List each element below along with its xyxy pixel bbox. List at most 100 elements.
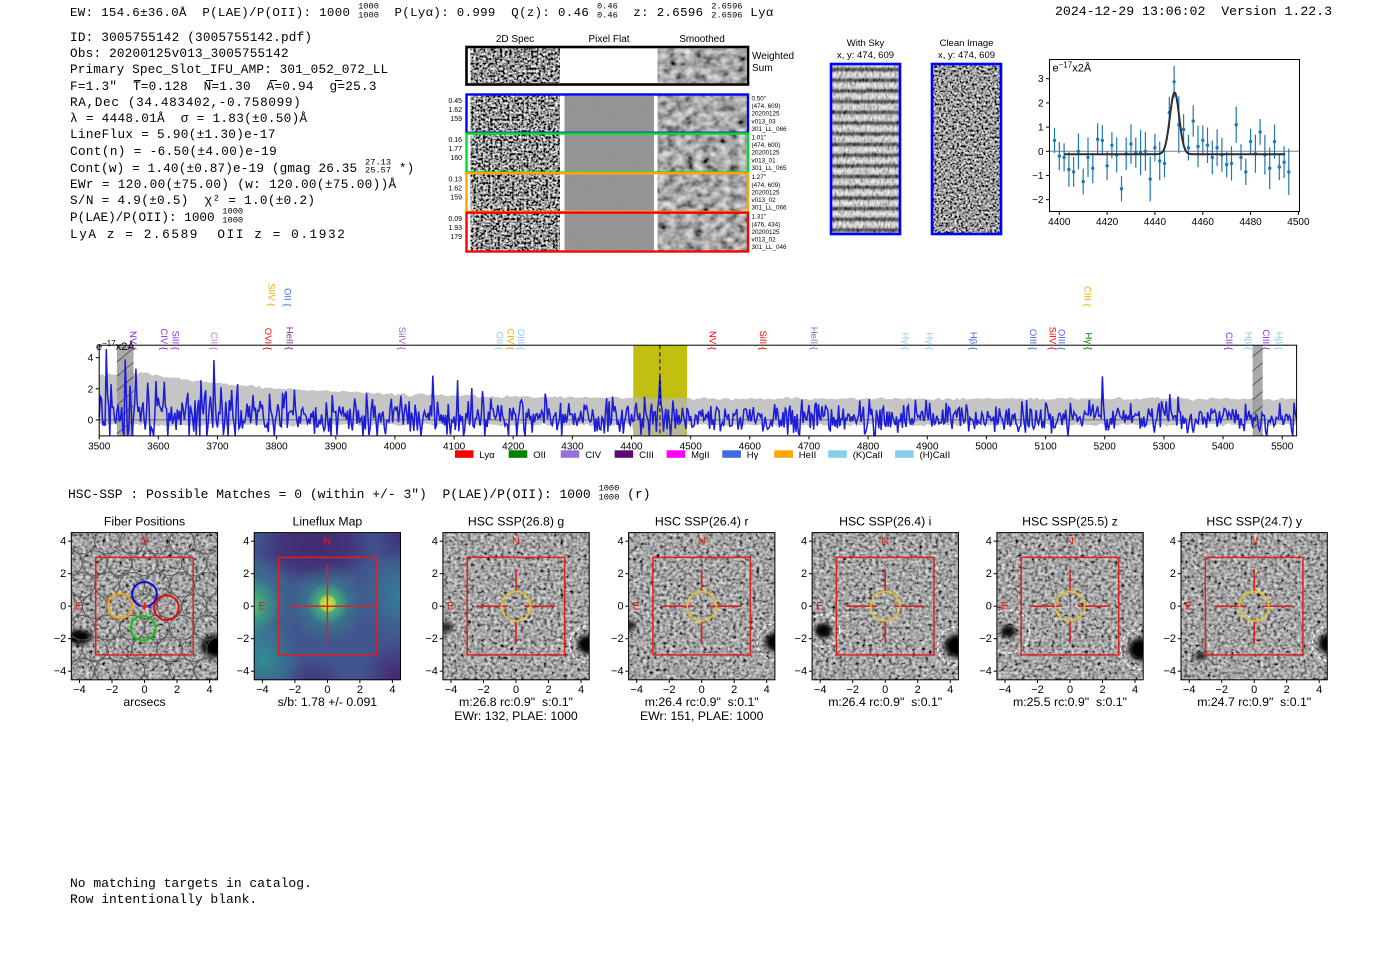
svg-text:−2: −2	[1163, 633, 1176, 645]
svg-text:1.27": 1.27"	[752, 174, 767, 181]
svg-text:4500: 4500	[680, 441, 703, 452]
svg-text:1.93: 1.93	[448, 225, 462, 232]
svg-text:0: 0	[882, 684, 888, 696]
svg-text:OII {: OII {	[282, 288, 293, 306]
svg-text:−1: −1	[1032, 171, 1044, 182]
svg-text:4: 4	[1132, 684, 1138, 696]
svg-text:E: E	[1001, 601, 1008, 613]
svg-text:301_LL_066: 301_LL_066	[752, 205, 788, 212]
svg-text:−2: −2	[54, 633, 67, 645]
svg-text:0: 0	[1170, 601, 1176, 613]
svg-text:4: 4	[617, 536, 623, 548]
svg-text:4: 4	[801, 536, 807, 548]
svg-text:4: 4	[206, 684, 212, 696]
svg-text:0: 0	[986, 601, 992, 613]
svg-text:−2: −2	[979, 633, 992, 645]
svg-text:20200125: 20200125	[752, 229, 781, 236]
svg-text:4900: 4900	[916, 441, 939, 452]
svg-text:3500: 3500	[88, 441, 111, 452]
svg-text:Lineflux Map: Lineflux Map	[293, 515, 363, 529]
svg-text:Smoothed: Smoothed	[679, 34, 725, 45]
svg-text:N: N	[1250, 536, 1258, 548]
svg-text:179: 179	[450, 234, 462, 241]
svg-text:HSC SSP(26.4) r: HSC SSP(26.4) r	[655, 515, 749, 529]
svg-text:(476, 434): (476, 434)	[752, 221, 781, 228]
svg-text:4400: 4400	[620, 441, 643, 452]
svg-text:4500: 4500	[1287, 217, 1310, 228]
svg-text:4: 4	[88, 353, 94, 364]
svg-text:m:24.7 rc:0.9" s:0.1": m:24.7 rc:0.9" s:0.1"	[1197, 695, 1311, 709]
svg-text:0: 0	[1251, 684, 1257, 696]
svg-text:4: 4	[578, 684, 584, 696]
svg-text:HeII {: HeII {	[284, 327, 295, 350]
svg-text:3: 3	[1038, 74, 1044, 85]
svg-text:−2: −2	[1031, 684, 1044, 696]
svg-text:−2: −2	[477, 684, 490, 696]
svg-text:4000: 4000	[384, 441, 407, 452]
svg-text:−2: −2	[1215, 684, 1228, 696]
svg-text:Sum: Sum	[752, 63, 773, 74]
svg-text:−4: −4	[979, 666, 992, 678]
svg-text:Weighted: Weighted	[752, 51, 794, 62]
svg-text:4: 4	[1170, 536, 1176, 548]
svg-text:5100: 5100	[1034, 441, 1057, 452]
svg-text:−4: −4	[425, 666, 438, 678]
svg-text:Lyα: Lyα	[479, 450, 495, 461]
svg-text:E: E	[1185, 601, 1192, 613]
svg-text:MgII: MgII	[691, 450, 709, 461]
svg-text:−4: −4	[611, 666, 624, 678]
svg-text:1.62: 1.62	[448, 186, 462, 193]
svg-text:−4: −4	[256, 684, 269, 696]
svg-text:0: 0	[1067, 684, 1073, 696]
svg-text:v013_02: v013_02	[752, 237, 777, 244]
svg-text:Pixel Flat: Pixel Flat	[588, 34, 629, 45]
svg-text:(474, 609): (474, 609)	[752, 103, 781, 110]
svg-text:SiIV {: SiIV {	[1047, 327, 1058, 350]
svg-text:2: 2	[357, 684, 363, 696]
svg-text:N: N	[141, 536, 149, 548]
svg-text:(H)CaII: (H)CaII	[920, 450, 951, 461]
svg-text:E: E	[816, 601, 823, 613]
svg-text:CIV: CIV	[585, 450, 602, 461]
svg-text:2: 2	[986, 568, 992, 580]
svg-text:Fiber Positions: Fiber Positions	[104, 515, 185, 529]
svg-text:3700: 3700	[206, 441, 229, 452]
svg-text:Hβ {: Hβ {	[1273, 332, 1284, 350]
svg-text:4480: 4480	[1239, 217, 1262, 228]
svg-text:0: 0	[699, 684, 705, 696]
svg-text:2: 2	[801, 568, 807, 580]
svg-text:CIII {: CIII {	[1081, 286, 1092, 307]
svg-text:E: E	[258, 601, 265, 613]
svg-text:Clean Image: Clean Image	[940, 38, 994, 49]
svg-text:With Sky: With Sky	[847, 38, 885, 49]
svg-text:−4: −4	[999, 684, 1012, 696]
svg-text:−4: −4	[54, 666, 67, 678]
svg-text:−4: −4	[795, 666, 808, 678]
svg-text:Hβ {: Hβ {	[1243, 332, 1254, 350]
svg-text:CII {: CII {	[208, 332, 219, 350]
svg-text:EWr: 132, PLAE: 1000: EWr: 132, PLAE: 1000	[454, 709, 578, 723]
svg-text:−2: −2	[106, 684, 119, 696]
svg-text:2: 2	[1099, 684, 1105, 696]
svg-text:x, y: 474, 609: x, y: 474, 609	[837, 50, 894, 61]
svg-text:SiIV {: SiIV {	[396, 327, 407, 350]
svg-text:4: 4	[432, 536, 438, 548]
svg-text:2: 2	[1170, 568, 1176, 580]
svg-text:0: 0	[432, 601, 438, 613]
svg-text:−4: −4	[630, 684, 643, 696]
svg-text:2: 2	[174, 684, 180, 696]
svg-text:160: 160	[450, 155, 462, 162]
svg-text:OII {: OII {	[494, 332, 505, 350]
svg-text:v013_01: v013_01	[752, 157, 777, 164]
svg-text:4: 4	[764, 684, 770, 696]
svg-text:2: 2	[243, 568, 249, 580]
svg-text:4400: 4400	[1048, 217, 1071, 228]
svg-text:−4: −4	[237, 666, 250, 678]
svg-text:4: 4	[947, 684, 953, 696]
svg-text:HeII: HeII	[799, 450, 816, 461]
svg-text:0: 0	[60, 601, 66, 613]
svg-text:301_LL_066: 301_LL_066	[752, 126, 788, 133]
svg-text:4600: 4600	[739, 441, 762, 452]
svg-text:4460: 4460	[1192, 217, 1215, 228]
svg-text:4300: 4300	[561, 441, 584, 452]
